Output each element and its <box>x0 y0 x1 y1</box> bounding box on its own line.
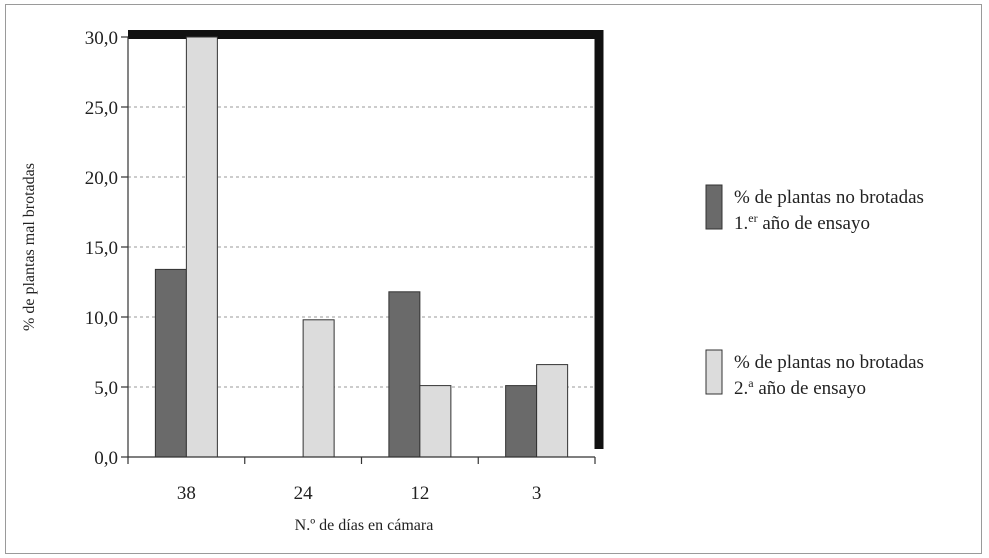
bar-series-1-3 <box>505 385 538 458</box>
y-tick-label: 0,0 <box>94 448 118 469</box>
y-ticks: 0,0 5,0 10,0 15,0 20,0 25,0 30,0 <box>85 28 128 469</box>
legend-label-series-1-line2: 1.er año de ensayo <box>734 211 870 234</box>
y-tick-label: 20,0 <box>85 168 118 189</box>
y-tick-label: 25,0 <box>85 98 118 119</box>
plot-border <box>128 30 604 449</box>
legend-label-series-2-line2: 2.a año de ensayo <box>734 376 866 399</box>
x-tick-label: 12 <box>410 483 429 504</box>
x-tick-label: 24 <box>294 483 314 504</box>
legend-label-series-1-line1: % de plantas no brotadas <box>734 187 924 208</box>
y-tick-label: 30,0 <box>85 28 118 49</box>
bar-series-2-38 <box>185 36 218 458</box>
x-axis-title: N.º de días en cámara <box>295 517 434 534</box>
legend: % de plantas no brotadas 1.er año de ens… <box>705 184 924 399</box>
x-ticks: 38 24 12 3 <box>127 457 596 504</box>
bar-series-2-3 <box>536 364 569 458</box>
legend-swatch-series-2 <box>705 349 723 395</box>
y-axis-title: % de plantas mal brotadas <box>21 163 38 331</box>
y-tick-label: 15,0 <box>85 238 118 259</box>
bar-series-1-12 <box>388 291 421 458</box>
bar-series-2-24 <box>302 319 335 458</box>
bar-series-2-12 <box>419 385 452 458</box>
legend-swatch-series-1 <box>705 184 723 230</box>
x-tick-label: 38 <box>177 483 196 504</box>
y-tick-label: 5,0 <box>94 378 118 399</box>
legend-label-series-2-line1: % de plantas no brotadas <box>734 352 924 373</box>
x-tick-label: 3 <box>532 483 542 504</box>
bar-series-1-38 <box>154 268 187 458</box>
y-tick-label: 10,0 <box>85 308 118 329</box>
